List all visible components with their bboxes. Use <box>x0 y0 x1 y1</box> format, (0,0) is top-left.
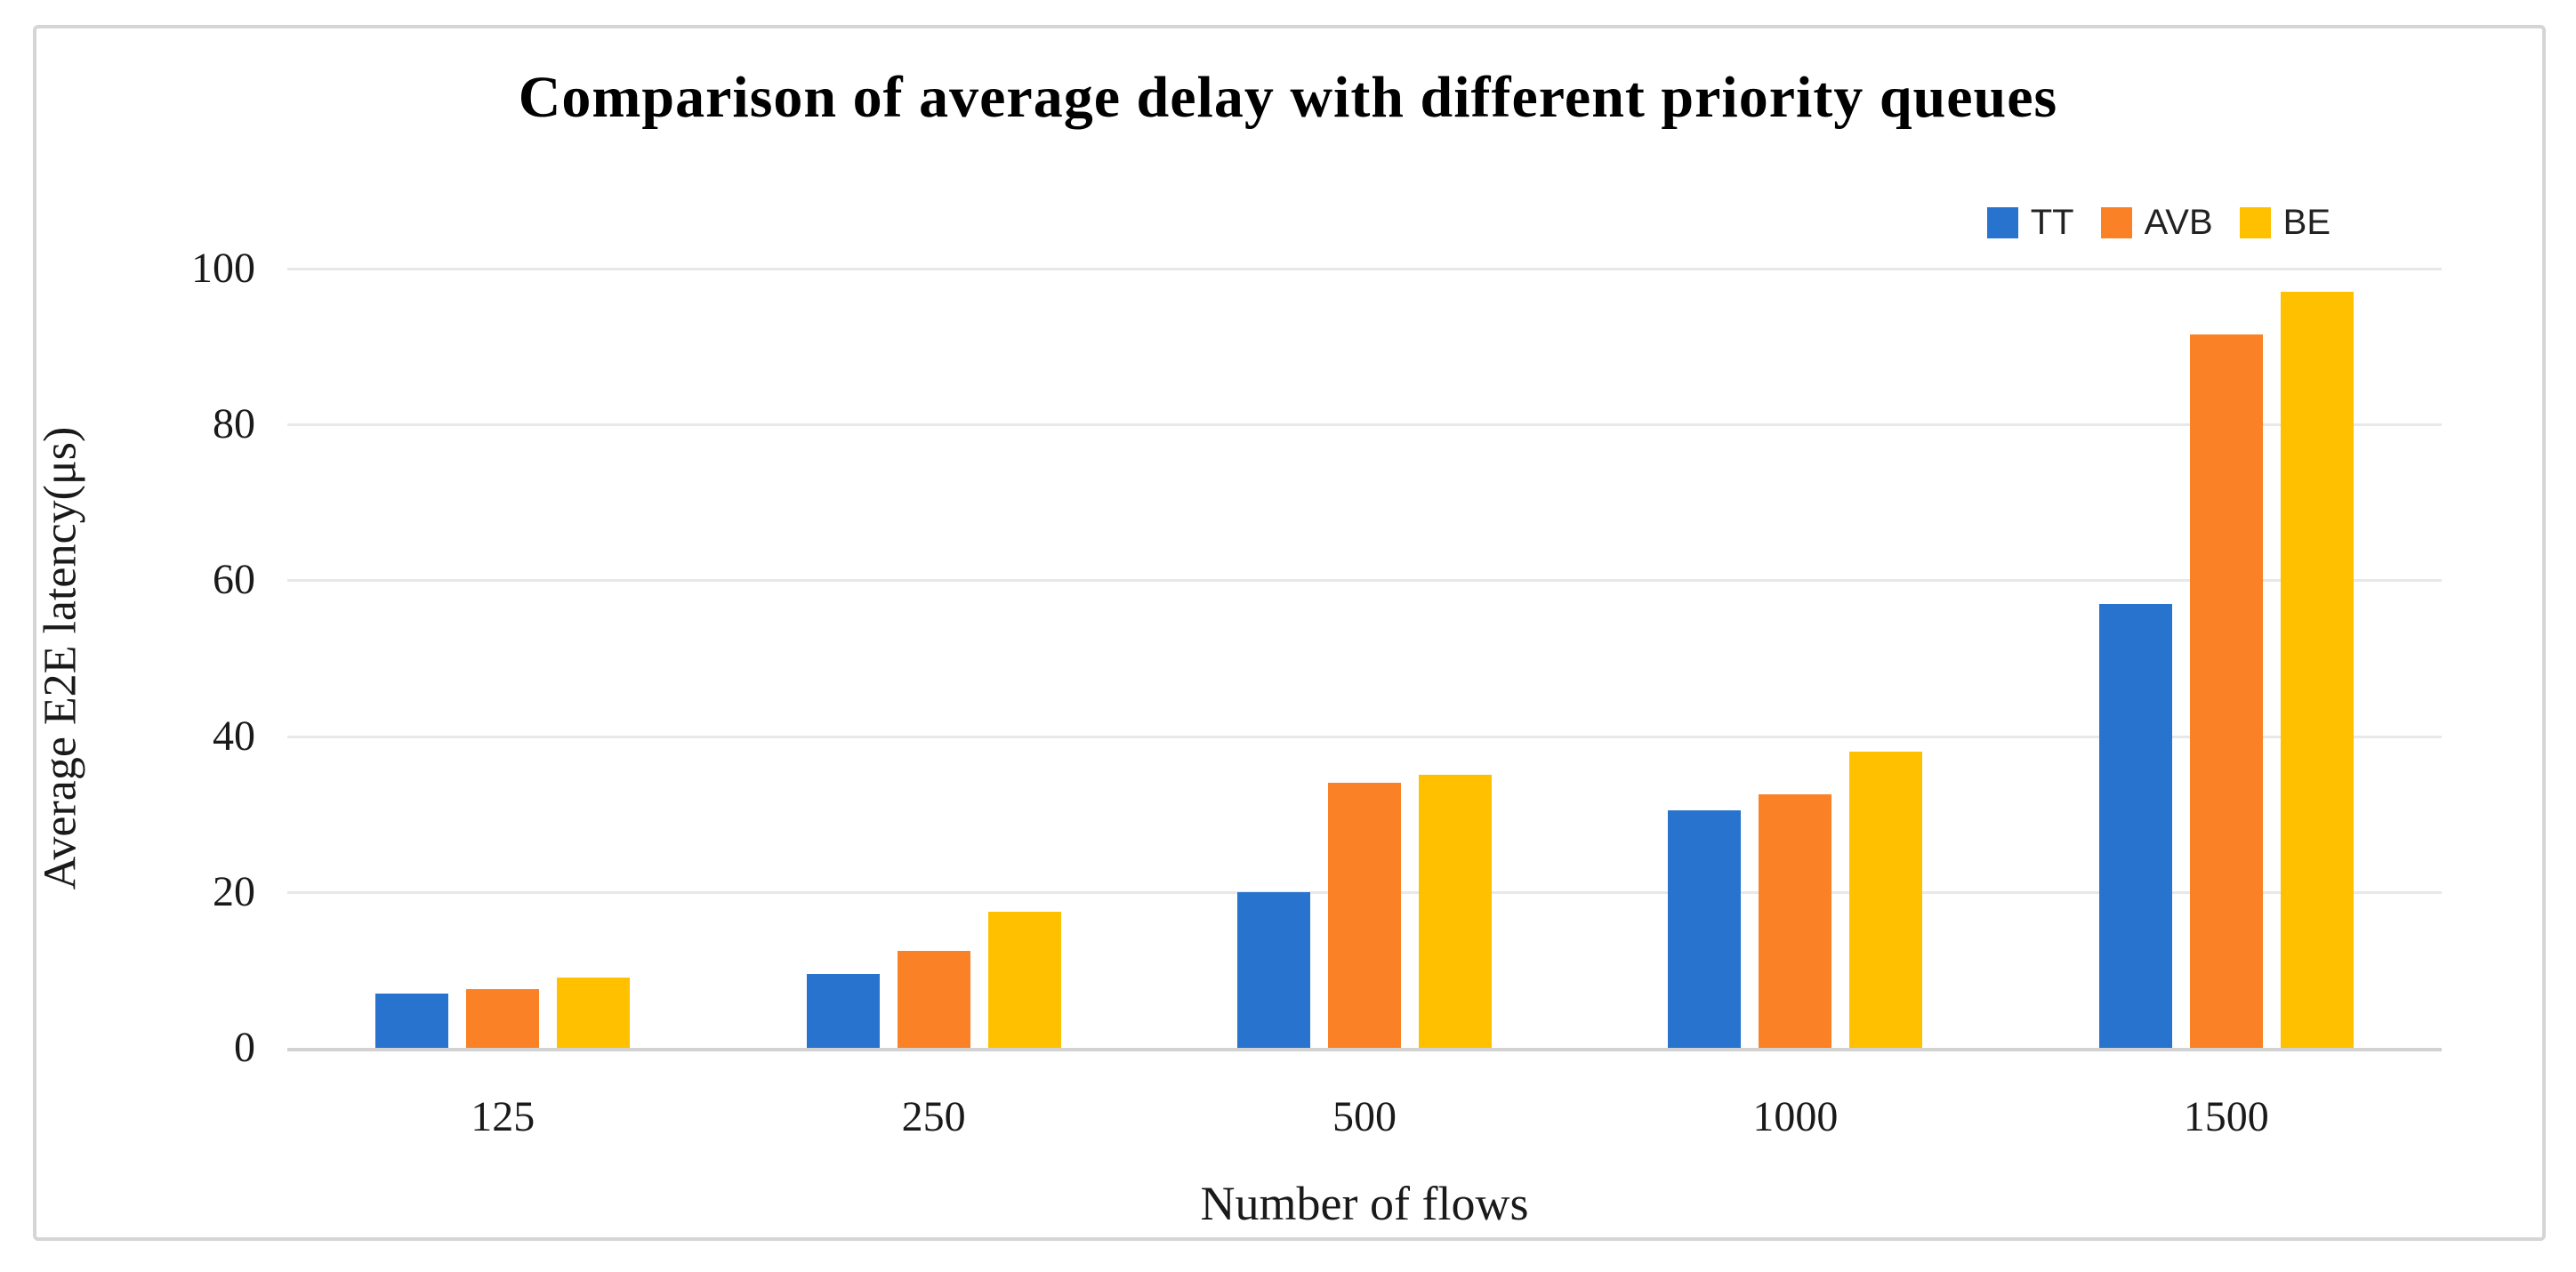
legend-swatch-AVB <box>2100 207 2132 238</box>
x-axis-tick-labels: 125 250 500 1000 1500 <box>287 1096 2442 1158</box>
gridline-80 <box>287 423 2442 427</box>
y-tick-80: 80 <box>213 400 255 448</box>
bar-AVB-250 <box>897 950 970 1048</box>
bar-BE-1500 <box>2280 292 2354 1048</box>
legend-item-BE: BE <box>2239 203 2330 243</box>
legend: TT AVB BE <box>1986 203 2330 243</box>
legend-item-TT: TT <box>1986 203 2074 243</box>
y-tick-60: 60 <box>213 556 255 604</box>
plot-area <box>287 268 2442 1051</box>
y-tick-0: 0 <box>234 1024 255 1071</box>
y-tick-20: 20 <box>213 867 255 915</box>
x-tick-250: 250 <box>901 1093 966 1140</box>
bar-TT-1500 <box>2098 603 2172 1048</box>
x-tick-1000: 1000 <box>1752 1093 1839 1140</box>
bar-TT-125 <box>375 993 449 1048</box>
bar-AVB-500 <box>1328 783 1401 1048</box>
bar-TT-1000 <box>1668 809 1742 1048</box>
bar-TT-250 <box>806 973 880 1048</box>
bar-BE-1000 <box>1849 752 1923 1048</box>
y-tick-40: 40 <box>213 712 255 760</box>
bar-TT-500 <box>1237 891 1310 1048</box>
legend-label-TT: TT <box>2030 203 2074 242</box>
bar-BE-125 <box>557 978 631 1048</box>
x-axis-title: Number of flows <box>1200 1177 1529 1230</box>
gridline-40 <box>287 735 2442 738</box>
y-tick-100: 100 <box>191 245 255 292</box>
legend-label-AVB: AVB <box>2144 203 2213 242</box>
bar-AVB-1500 <box>2189 334 2263 1048</box>
bar-BE-500 <box>1419 775 1492 1048</box>
chart-title: Comparison of average delay with differe… <box>518 65 2058 130</box>
legend-swatch-TT <box>1986 207 2018 238</box>
bar-AVB-1000 <box>1759 794 1832 1048</box>
legend-label-BE: BE <box>2282 203 2330 242</box>
bar-AVB-125 <box>466 989 540 1048</box>
x-tick-1500: 1500 <box>2183 1093 2269 1140</box>
bar-BE-250 <box>987 911 1061 1048</box>
x-tick-500: 500 <box>1332 1093 1397 1140</box>
legend-item-AVB: AVB <box>2100 203 2213 243</box>
y-axis-tick-labels: 0 20 40 60 80 100 <box>77 247 255 1069</box>
x-tick-125: 125 <box>471 1093 535 1140</box>
gridline-0 <box>287 1048 2442 1051</box>
legend-swatch-BE <box>2239 207 2271 238</box>
gridline-100 <box>287 268 2442 270</box>
gridline-60 <box>287 579 2442 583</box>
